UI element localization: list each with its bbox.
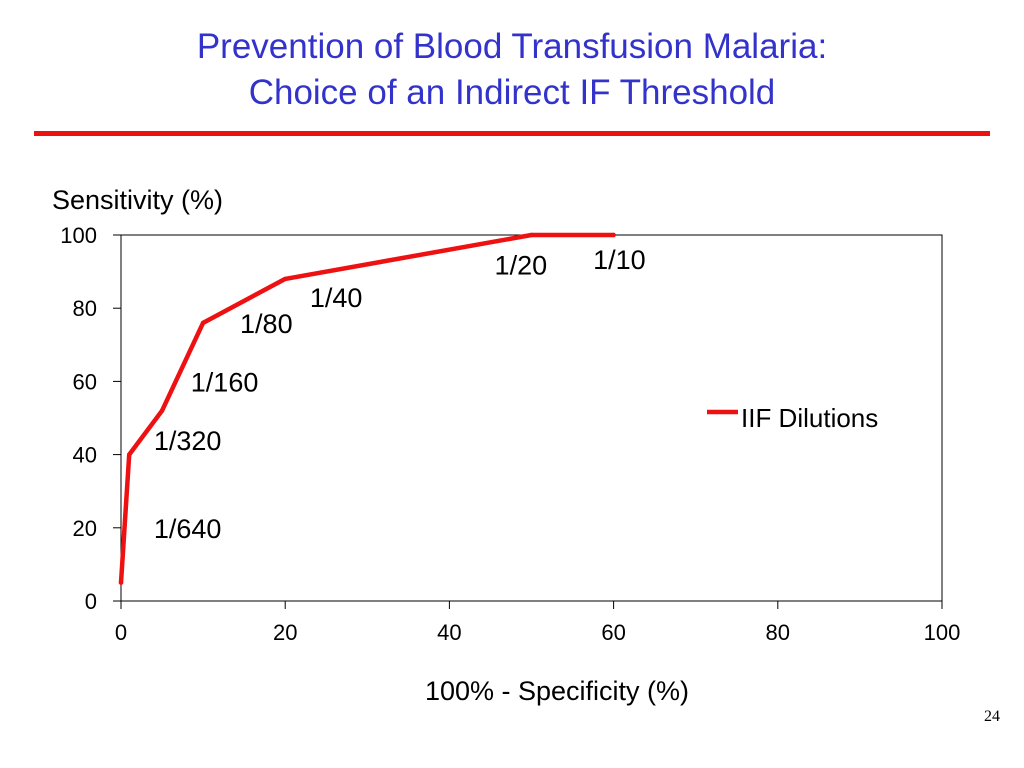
data-point bbox=[283, 276, 288, 282]
slide-title-line-1: Prevention of Blood Transfusion Malaria: bbox=[196, 27, 828, 66]
x-tick-label: 40 bbox=[437, 620, 461, 645]
y-tick-label: 20 bbox=[73, 516, 97, 541]
data-point bbox=[159, 408, 165, 413]
dilution-label: 1/320 bbox=[154, 426, 222, 456]
dilution-labels: 1/640 1/320 1/160 1/80 1/40 1/20 1/10 bbox=[154, 245, 646, 544]
x-tick-label: 100 bbox=[924, 620, 961, 645]
data-point bbox=[611, 232, 616, 238]
x-axis-label: 100% - Specificity (%) bbox=[425, 676, 689, 706]
y-axis: 0 20 40 60 80 100 bbox=[60, 223, 121, 614]
title-divider bbox=[34, 131, 990, 136]
series-layer bbox=[118, 232, 616, 585]
legend: IIF Dilutions bbox=[707, 403, 878, 433]
dilution-label: 1/160 bbox=[191, 367, 259, 397]
data-point bbox=[118, 580, 124, 585]
y-tick-label: 60 bbox=[73, 369, 97, 394]
dilution-label: 1/10 bbox=[593, 245, 646, 275]
y-tick-label: 100 bbox=[60, 223, 97, 248]
dilution-label: 1/80 bbox=[240, 309, 293, 339]
x-tick-label: 60 bbox=[601, 620, 625, 645]
legend-label: IIF Dilutions bbox=[741, 403, 878, 433]
y-axis-label: Sensitivity (%) bbox=[52, 185, 223, 215]
y-tick-label: 40 bbox=[73, 443, 97, 468]
page-number: 24 bbox=[984, 708, 1000, 725]
slide-title-line-2: Choice of an Indirect IF Threshold bbox=[248, 73, 776, 112]
y-tick-label: 80 bbox=[73, 296, 97, 321]
x-tick-label: 80 bbox=[766, 620, 790, 645]
data-point bbox=[200, 320, 206, 326]
dilution-label: 1/20 bbox=[495, 250, 548, 280]
slide-title: Prevention of Blood Transfusion Malaria:… bbox=[0, 24, 1024, 116]
x-tick-label: 0 bbox=[115, 620, 127, 645]
data-point bbox=[127, 452, 132, 457]
dilution-label: 1/640 bbox=[154, 514, 222, 544]
y-tick-label: 0 bbox=[85, 589, 97, 614]
dilution-label: 1/40 bbox=[310, 283, 363, 313]
x-axis: 0 20 40 60 80 100 bbox=[115, 601, 960, 645]
data-point bbox=[529, 232, 534, 238]
x-tick-label: 20 bbox=[273, 620, 297, 645]
